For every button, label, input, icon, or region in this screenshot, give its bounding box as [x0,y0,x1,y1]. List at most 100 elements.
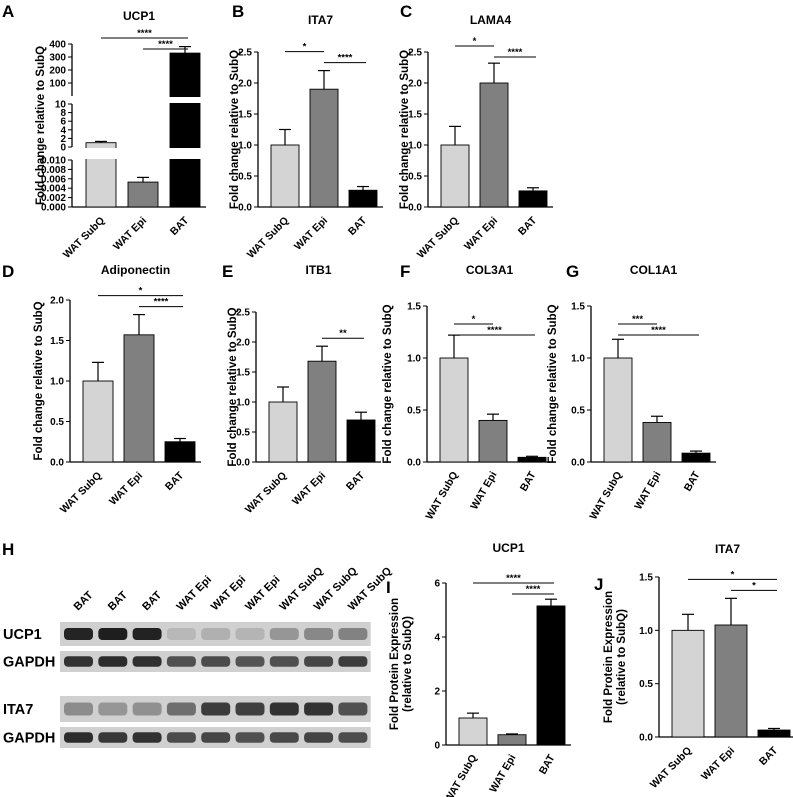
x-tick-label-e: WAT Epi [290,470,328,508]
significance-label-d: **** [154,297,169,308]
blot-band [235,702,265,716]
y-tick-label-a: 400 [49,40,66,51]
blot-band [64,732,93,743]
chart-title-i: UCP1 [492,541,524,555]
y-tick-label-e: 0.5 [236,428,250,439]
x-tick-label-a: WAT SubQ [61,215,107,261]
y-tick-label-a: 0.000 [41,203,66,214]
y-tick-label-d: 1.0 [50,377,64,388]
y-tick-label-c: 1.5 [408,110,422,121]
x-tick-label-f: BAT [518,469,539,494]
bar-d [82,380,114,463]
x-tick-label-b: BAT [346,214,370,238]
bar-i [497,734,527,746]
blot-band [64,628,93,640]
y-tick-label-g: 0.0 [571,458,585,469]
y-tick-label-e: 2.5 [236,308,250,319]
blot-band [201,656,231,667]
y-tick-label-a: 0 [60,143,66,154]
x-tick-label-g: BAT [682,469,703,494]
blot-band [201,628,231,640]
y-tick-label-f: 0.0 [407,458,421,469]
y-tick-label-b: 2.5 [238,48,252,59]
y-tick-label-a: 2 [60,134,66,145]
x-tick-label-j: WAT Epi [699,745,737,783]
significance-label-b: **** [338,53,353,64]
blot-band [166,628,196,640]
x-tick-label-i: WAT SubQ [442,753,479,797]
blot-band [269,702,299,716]
significance-label-b: * [303,42,307,53]
significance-label-d: * [139,286,143,297]
y-tick-label-d: 1.5 [50,336,64,347]
blot-band [98,656,128,667]
y-tick-label-g: 0.5 [571,406,585,417]
x-tick-label-c: WAT SubQ [415,215,461,261]
significance-label-i: **** [526,584,541,595]
panel-letter-e: E [222,262,234,281]
chart-title-e: ITB1 [305,263,331,277]
y-tick-label-j: 1.0 [639,626,653,637]
y-tick-label-b: 1.5 [238,110,252,121]
bar-c [479,82,509,208]
panel-letter-g: G [566,262,580,281]
y-tick-label-f: 0.5 [407,406,421,417]
chart-title-b: ITA7 [308,13,333,27]
significance-label-c: **** [508,47,523,58]
significance-label-c: * [473,36,477,47]
bar-f [439,357,469,463]
x-tick-label-f: WAT SubQ [423,470,460,522]
x-tick-label-i: WAT Epi [487,752,518,794]
bar-e [268,401,298,463]
significance-label-j: * [731,569,735,580]
y-axis-label-d: Fold change relative to SubQ [33,301,45,460]
y-tick-label-c: 2.0 [408,79,422,90]
x-tick-label-c: BAT [516,214,540,238]
y-axis-label-g: Fold change relative to SubQ [547,304,559,463]
x-tick-label-e: WAT SubQ [243,470,289,516]
y-tick-label-i: 4 [434,633,440,644]
chart-title-f: COL3A1 [466,263,514,277]
bar-b [309,88,339,208]
blot-band [132,656,162,667]
significance-label-i: **** [506,573,521,584]
blot-band [304,628,334,640]
bar-g [642,422,672,463]
panel-letter-c: C [400,2,413,21]
blot-band [166,702,196,716]
bar-j [757,729,791,738]
x-tick-label-e: BAT [344,469,368,493]
blot-band [64,702,93,716]
x-tick-label-a: WAT Epi [111,215,149,253]
y-tick-label-j: 1.5 [639,573,653,584]
blot-row-label: UCP1 [3,627,42,643]
x-tick-label-j: BAT [757,744,781,768]
bar-d [164,441,196,463]
blot-lane-label: BAT [106,589,130,613]
y-tick-label-g: 1.5 [571,302,585,313]
x-tick-label-d: BAT [163,469,187,493]
panel-letter-a: A [2,2,15,21]
blot-band [201,732,231,743]
y-tick-label-j: 0.5 [639,679,653,690]
y-tick-label-i: 0 [434,741,440,752]
y-tick-label-b: 0.5 [238,172,252,183]
blot-band [304,656,334,667]
significance-label-g: *** [632,314,643,325]
x-tick-label-g: WAT Epi [632,469,663,511]
blot-lane-label: BAT [140,589,164,613]
y-axis-label-e: Fold change relative to SubQ [227,307,239,466]
bar-g [681,452,711,463]
y-tick-label-j: 0.0 [639,733,653,744]
blot-lane-label: BAT [72,589,96,613]
y-tick-label-a: 4 [60,125,66,136]
y-tick-label-e: 1.0 [236,398,250,409]
bar-a [127,181,159,208]
bar-d [123,334,155,463]
chart-title-j: ITA7 [715,542,740,556]
y-axis-label-f: Fold change relative to SubQ [382,304,394,463]
bar-f [517,456,547,463]
x-tick-label-b: WAT Epi [292,215,330,253]
axis-break-a [73,97,243,103]
y-tick-label-e: 1.5 [236,368,250,379]
